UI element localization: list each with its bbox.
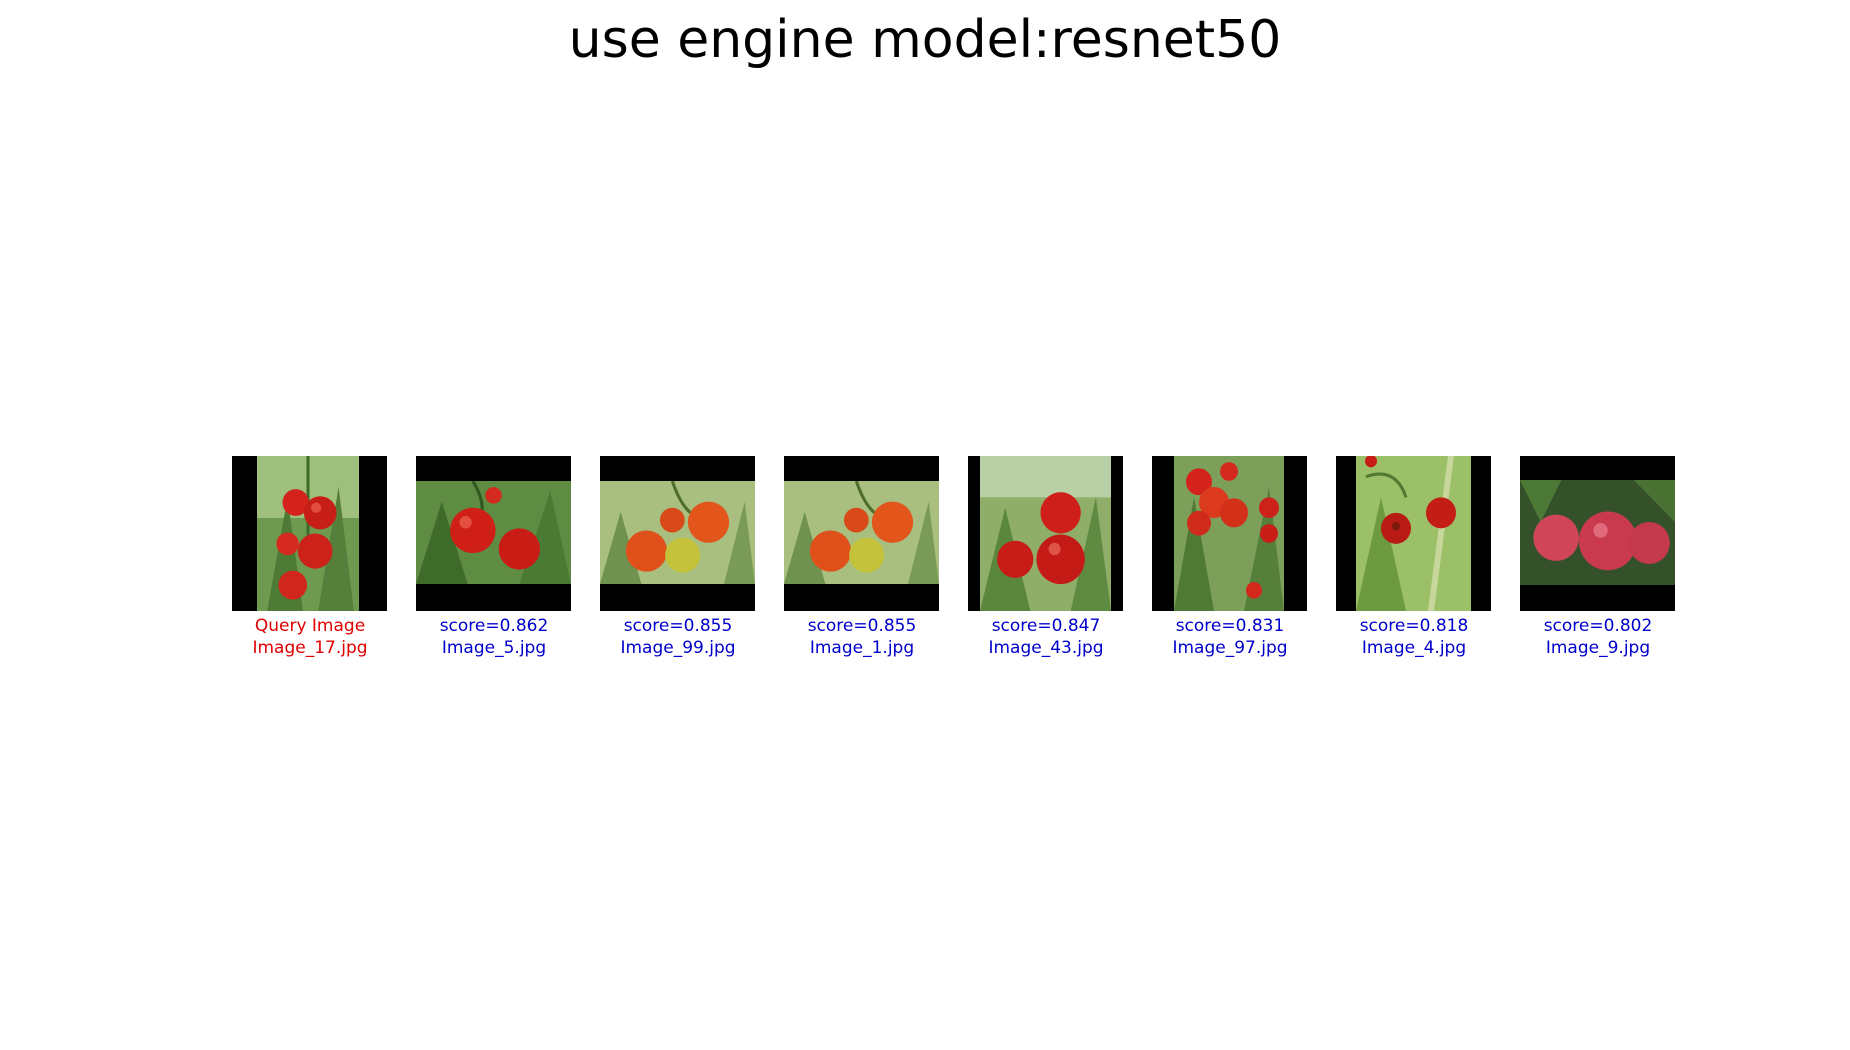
result-caption: score=0.831 Image_97.jpg <box>1130 615 1330 659</box>
result-caption: score=0.855 Image_1.jpg <box>762 615 962 659</box>
result-image-tile <box>1336 456 1491 611</box>
result-filename: Image_5.jpg <box>441 638 547 658</box>
result-image-tile <box>1520 456 1675 611</box>
results-row: Query Image Image_17.jpg score=0.862 Ima… <box>0 456 1850 666</box>
tomato-photo <box>600 481 755 584</box>
score-label: score=0.847 <box>991 616 1101 636</box>
result-caption: score=0.818 Image_4.jpg <box>1314 615 1514 659</box>
score-label: score=0.855 <box>807 616 917 636</box>
query-caption: Query Image Image_17.jpg <box>210 615 410 659</box>
result-image-tile <box>784 456 939 611</box>
result-filename: Image_4.jpg <box>1361 638 1467 658</box>
score-label: score=0.855 <box>623 616 733 636</box>
page-title: use engine model:resnet50 <box>568 10 1282 70</box>
score-label: score=0.802 <box>1543 616 1653 636</box>
tomato-photo <box>1174 456 1284 611</box>
result-filename: Image_43.jpg <box>988 638 1104 658</box>
result-image-tile <box>1152 456 1307 611</box>
query-label: Query Image <box>254 616 366 636</box>
result-caption: score=0.862 Image_5.jpg <box>394 615 594 659</box>
tomato-photo <box>1520 480 1675 585</box>
result-filename: Image_1.jpg <box>809 638 915 658</box>
tomato-photo <box>257 456 359 611</box>
query-image-tile <box>232 456 387 611</box>
tomato-photo <box>416 481 571 584</box>
tomato-photo <box>980 456 1111 611</box>
tomato-photo <box>784 481 939 584</box>
result-image-tile <box>968 456 1123 611</box>
score-label: score=0.831 <box>1175 616 1285 636</box>
result-caption: score=0.847 Image_43.jpg <box>946 615 1146 659</box>
result-caption: score=0.855 Image_99.jpg <box>578 615 778 659</box>
query-filename: Image_17.jpg <box>252 638 368 658</box>
result-filename: Image_99.jpg <box>620 638 736 658</box>
tomato-photo <box>1356 456 1471 611</box>
result-caption: score=0.802 Image_9.jpg <box>1498 615 1698 659</box>
score-label: score=0.818 <box>1359 616 1469 636</box>
result-filename: Image_97.jpg <box>1172 638 1288 658</box>
score-label: score=0.862 <box>439 616 549 636</box>
result-image-tile <box>600 456 755 611</box>
result-image-tile <box>416 456 571 611</box>
result-filename: Image_9.jpg <box>1545 638 1651 658</box>
